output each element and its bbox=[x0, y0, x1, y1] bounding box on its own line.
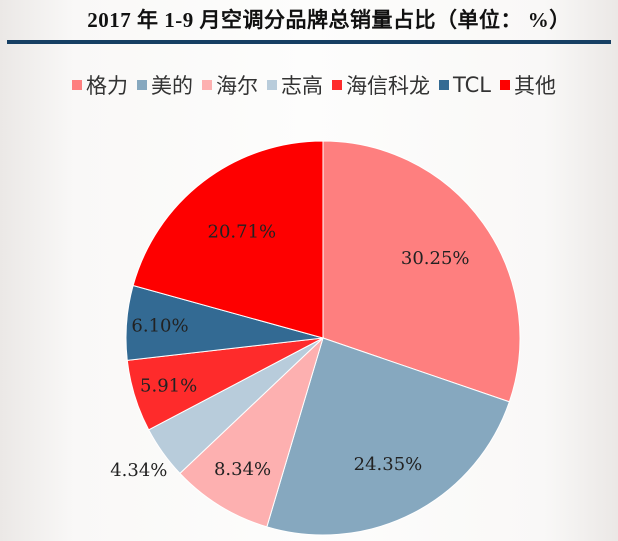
legend-label: 格力 bbox=[86, 74, 128, 98]
legend-label: 美的 bbox=[151, 74, 193, 98]
title-divider bbox=[7, 40, 611, 44]
pie-slices bbox=[125, 140, 521, 536]
legend-swatch bbox=[439, 80, 449, 90]
slice-haier bbox=[179, 336, 325, 528]
legend-item-midea: 美的 bbox=[137, 70, 193, 100]
legend-swatch bbox=[202, 80, 212, 90]
legend-label: 其他 bbox=[513, 74, 556, 98]
data-label: 24.35% bbox=[354, 454, 423, 475]
legend-item-gree: 格力 bbox=[72, 70, 128, 100]
legend-item-chigo: 志高 bbox=[267, 70, 323, 100]
legend-swatch bbox=[267, 80, 277, 90]
slice-gree bbox=[322, 140, 521, 403]
data-label: 6.10% bbox=[131, 315, 188, 336]
legend-item-other: 其他 bbox=[499, 70, 556, 100]
legend-item-tcl: TCL bbox=[439, 73, 491, 97]
data-label: 30.25% bbox=[401, 248, 470, 269]
legend-swatch bbox=[499, 80, 510, 90]
legend-label: TCL bbox=[453, 73, 491, 97]
legend-swatch bbox=[72, 80, 82, 90]
data-label: 5.91% bbox=[140, 376, 197, 397]
slice-other bbox=[132, 140, 324, 339]
slice-midea bbox=[266, 337, 511, 536]
legend-swatch bbox=[332, 80, 342, 90]
chart-title: 2017 年 1-9 月空调分品牌总销量占比（单位： %） bbox=[87, 8, 571, 32]
data-label: 8.34% bbox=[214, 459, 271, 480]
pie-labels: 30.25% 24.35% 8.34% 4.34% 5.91% 6.10% 20.71% bbox=[110, 221, 469, 480]
data-label: 4.34% bbox=[110, 460, 167, 481]
legend-item-haier: 海尔 bbox=[202, 70, 258, 100]
data-label: 20.71% bbox=[208, 221, 277, 242]
legend-label: 海信科龙 bbox=[346, 74, 430, 98]
legend-label: 海尔 bbox=[216, 74, 258, 98]
legend-item-hisense-kelon: 海信科龙 bbox=[332, 70, 430, 100]
legend-swatch bbox=[137, 80, 147, 90]
legend-label: 志高 bbox=[281, 74, 323, 98]
chart-legend: 格力 美的 海尔 志高 海信科龙 TCL 其他 bbox=[72, 70, 565, 100]
